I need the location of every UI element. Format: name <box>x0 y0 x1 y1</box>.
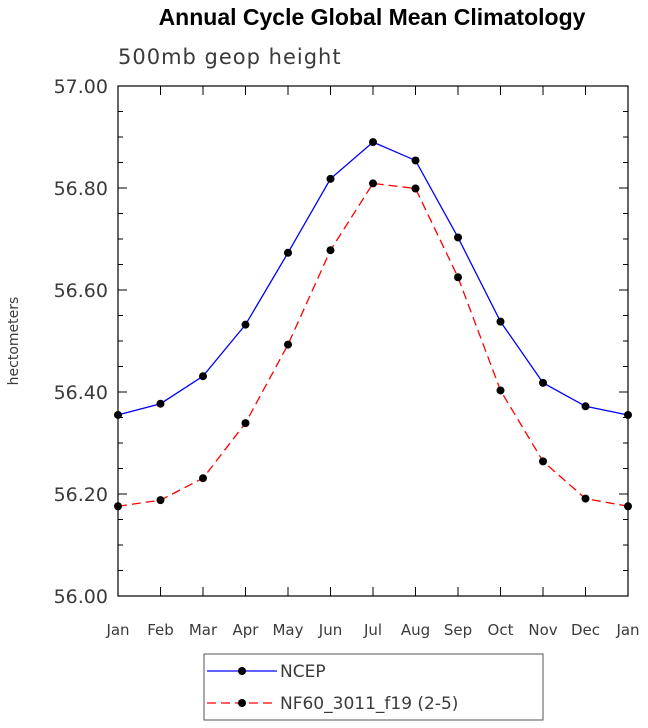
data-point <box>411 184 420 193</box>
data-point <box>454 273 462 282</box>
data-point <box>114 410 122 419</box>
y-tick-label: 56.60 <box>54 280 108 302</box>
data-point <box>496 386 505 395</box>
x-tick-label: Sep <box>444 621 472 639</box>
data-point <box>156 399 165 408</box>
data-point <box>326 174 335 183</box>
series-line-1 <box>117 182 629 507</box>
series-layer <box>114 138 632 511</box>
y-tick-label: 56.40 <box>54 382 108 404</box>
chart-subtitle: 500mb geop height <box>118 45 342 69</box>
x-tick-label: Jul <box>363 621 382 639</box>
x-tick-label: Dec <box>571 621 600 639</box>
x-tick-label: Mar <box>189 621 218 639</box>
data-point <box>199 474 207 483</box>
data-point <box>454 233 462 242</box>
legend-marker <box>238 667 246 675</box>
x-tick-label: Oct <box>488 621 514 639</box>
data-point <box>114 502 122 511</box>
data-point <box>156 496 165 505</box>
data-point <box>624 410 632 419</box>
data-point <box>284 248 292 257</box>
data-point <box>369 138 377 147</box>
plot-frame <box>117 85 629 597</box>
data-point <box>241 419 250 428</box>
chart-title: Annual Cycle Global Mean Climatology <box>159 4 586 30</box>
legend-label: NCEP <box>280 662 326 682</box>
data-point <box>369 179 377 188</box>
data-point <box>411 156 420 165</box>
data-point <box>241 320 250 329</box>
data-point <box>284 340 292 349</box>
axis-ticks: 56.00 56.20 56.40 56.60 56.80 57.00 Jan Feb Mar A… <box>54 76 640 639</box>
legend-marker <box>238 699 246 707</box>
y-tick-label: 56.20 <box>54 484 108 506</box>
data-point <box>199 372 207 381</box>
legend: NCEP NF60_3011_f19 (2-5) <box>203 653 544 721</box>
x-tick-label: Apr <box>233 621 260 639</box>
data-point <box>539 457 547 466</box>
data-point <box>581 494 590 503</box>
x-tick-label: Jan <box>105 621 129 639</box>
y-tick-label: 57.00 <box>54 76 108 98</box>
x-tick-label: May <box>272 621 303 639</box>
legend-box <box>203 653 544 721</box>
x-tick-label: Feb <box>147 621 174 639</box>
data-point <box>326 246 335 255</box>
data-point <box>624 502 632 511</box>
data-point <box>539 378 547 387</box>
x-tick-label: Nov <box>528 621 557 639</box>
x-tick-label: Jan <box>615 621 639 639</box>
y-tick-label: 56.80 <box>54 178 108 200</box>
x-tick-label: Jun <box>318 621 342 639</box>
y-tick-label: 56.00 <box>54 586 108 608</box>
x-tick-label: Aug <box>401 621 430 639</box>
legend-label: NF60_3011_f19 (2-5) <box>280 694 458 714</box>
y-axis-label: hectometers <box>6 297 22 386</box>
data-point <box>496 317 505 326</box>
data-point <box>581 402 590 411</box>
